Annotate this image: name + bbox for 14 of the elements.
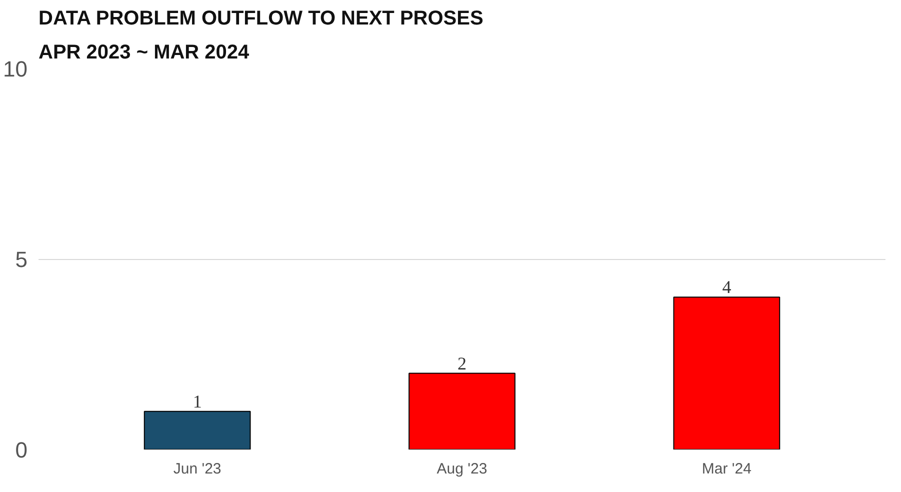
x-tick-label: Aug '23 (436, 460, 488, 478)
data-label: 1 (192, 391, 202, 412)
data-label: 2 (458, 353, 466, 374)
x-tick-label: Mar '24 (702, 460, 752, 478)
y-tick-label: 0 (15, 438, 28, 462)
data-label: 4 (722, 277, 732, 298)
y-tick-label: 5 (15, 247, 28, 272)
chart-title: DATA PROBLEM OUTFLOW TO NEXT PROSES (38, 8, 484, 30)
x-tick-label: Jun '23 (173, 460, 222, 478)
chart-subtitle: APR 2023 ~ MAR 2024 (38, 42, 250, 64)
bar (144, 410, 251, 450)
bar (408, 372, 516, 450)
bar (673, 296, 780, 450)
y-tick-label: 10 (3, 56, 28, 82)
